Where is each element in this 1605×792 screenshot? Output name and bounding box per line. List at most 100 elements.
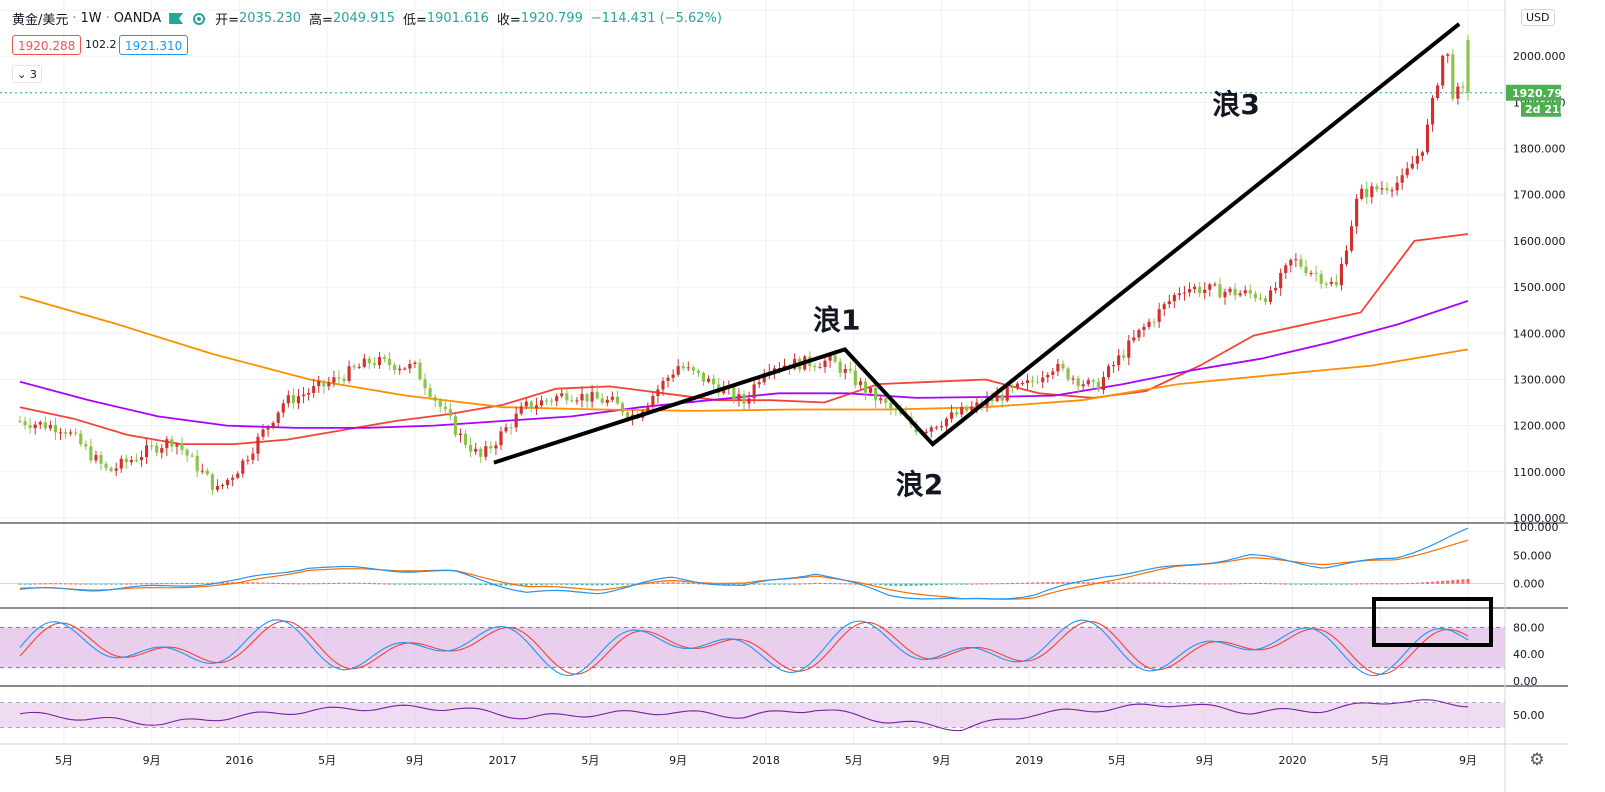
candle-body bbox=[813, 366, 817, 368]
countdown-tag bbox=[1521, 101, 1561, 117]
macd-histogram-bar bbox=[620, 583, 625, 585]
macd-histogram-bar bbox=[494, 583, 498, 586]
macd-histogram-bar bbox=[307, 583, 311, 585]
candle-body bbox=[1020, 383, 1025, 385]
candle-body bbox=[1051, 371, 1055, 375]
macd-histogram-bar bbox=[251, 582, 255, 584]
macd-histogram-bar bbox=[1076, 582, 1080, 584]
macd-histogram-bar bbox=[64, 583, 68, 585]
macd-histogram-bar bbox=[1091, 582, 1095, 584]
collapse-indicators-button[interactable]: ⌄ 3 bbox=[12, 65, 42, 83]
candle-body bbox=[1025, 380, 1030, 384]
candle-body bbox=[955, 412, 959, 415]
candle-body bbox=[150, 445, 154, 447]
low-value: 1901.616 bbox=[426, 11, 489, 26]
macd-histogram-bar bbox=[1349, 583, 1354, 585]
macd-histogram-bar bbox=[388, 583, 392, 585]
gear-icon[interactable]: ⚙ bbox=[1529, 750, 1545, 770]
candle-body bbox=[1132, 337, 1136, 341]
candle-body bbox=[1041, 377, 1045, 383]
candle-body bbox=[104, 463, 108, 469]
candle-body bbox=[1005, 387, 1009, 401]
candle-body bbox=[600, 398, 604, 403]
macd-histogram-bar bbox=[1451, 580, 1455, 584]
sell-button[interactable]: 1920.288 bbox=[12, 35, 82, 55]
candle-body bbox=[175, 444, 179, 447]
candle-body bbox=[742, 394, 746, 404]
macd-histogram-bar bbox=[296, 583, 301, 585]
macd-histogram-bar bbox=[1344, 583, 1349, 585]
candle-body bbox=[1000, 394, 1004, 401]
candle-body bbox=[1112, 365, 1116, 367]
macd-tick-label: 100.000 bbox=[1513, 521, 1559, 534]
macd-histogram-bar bbox=[165, 583, 169, 585]
macd-histogram-bar bbox=[1031, 582, 1035, 584]
macd-tick-label: 50.000 bbox=[1513, 549, 1552, 562]
candle-body bbox=[1117, 355, 1121, 366]
candle-body bbox=[1238, 293, 1242, 296]
macd-histogram-bar bbox=[1132, 582, 1136, 584]
candle-body bbox=[757, 382, 761, 385]
candle-body bbox=[610, 396, 614, 400]
macd-histogram-bar bbox=[965, 583, 969, 585]
macd-histogram-bar bbox=[286, 583, 290, 585]
stoch-d-line bbox=[19, 620, 1469, 675]
macd-histogram-bar bbox=[38, 583, 42, 585]
candle-body bbox=[1274, 288, 1278, 291]
macd-histogram-bar bbox=[423, 583, 427, 585]
macd-histogram-bar bbox=[990, 583, 994, 585]
macd-histogram-bar bbox=[58, 583, 63, 585]
macd-histogram-bar bbox=[443, 583, 447, 585]
macd-histogram-bar bbox=[347, 582, 351, 584]
candle-body bbox=[732, 386, 736, 400]
macd-histogram-bar bbox=[1238, 583, 1242, 585]
candle-body bbox=[89, 446, 93, 461]
candle-body bbox=[656, 389, 660, 397]
macd-histogram-bar bbox=[1051, 582, 1055, 584]
candle-body bbox=[1157, 309, 1161, 322]
macd-histogram-bar bbox=[580, 583, 584, 586]
candle-body bbox=[195, 455, 199, 472]
macd-histogram-bar bbox=[646, 583, 650, 585]
macd-histogram-bar bbox=[1061, 582, 1065, 584]
macd-histogram-bar bbox=[104, 583, 108, 585]
macd-histogram-bar bbox=[261, 582, 265, 584]
candle-body bbox=[1410, 163, 1414, 169]
macd-histogram-bar bbox=[610, 583, 614, 585]
candle-body bbox=[1436, 85, 1440, 98]
macd-histogram-bar bbox=[1319, 583, 1323, 585]
macd-histogram-bar bbox=[175, 583, 179, 585]
macd-histogram-bar bbox=[539, 583, 544, 585]
macd-histogram-bar bbox=[1370, 583, 1374, 585]
candle-body bbox=[1279, 272, 1283, 289]
macd-histogram-bar bbox=[1005, 583, 1009, 585]
candle-body bbox=[894, 408, 898, 410]
candle-body bbox=[1289, 259, 1293, 266]
macd-histogram-bar bbox=[1395, 583, 1399, 585]
macd-histogram-bar bbox=[1025, 582, 1030, 584]
flag-icon[interactable] bbox=[169, 13, 184, 24]
buy-button[interactable]: 1921.310 bbox=[119, 35, 189, 55]
macd-histogram-bar bbox=[1000, 583, 1004, 585]
macd-histogram-bar bbox=[1066, 582, 1070, 584]
candle-body bbox=[1415, 155, 1419, 164]
candle-body bbox=[1046, 374, 1050, 378]
macd-histogram-bar bbox=[398, 583, 402, 585]
macd-histogram-bar bbox=[615, 583, 619, 585]
candle-body bbox=[1446, 54, 1450, 56]
currency-label[interactable]: USD bbox=[1521, 9, 1555, 26]
macd-histogram-bar bbox=[28, 583, 32, 585]
candle-body bbox=[1081, 384, 1085, 387]
interval-label[interactable]: 1W bbox=[80, 11, 102, 26]
macd-histogram-bar bbox=[944, 583, 949, 585]
low-label: 低= bbox=[402, 13, 427, 28]
macd-histogram-bar bbox=[1177, 583, 1181, 585]
symbol-name[interactable]: 黄金/美元 bbox=[12, 13, 69, 28]
ma-line-short bbox=[19, 233, 1469, 446]
macd-histogram-bar bbox=[1400, 583, 1404, 585]
countdown-label: 2d 21h bbox=[1525, 103, 1568, 116]
candle-body bbox=[291, 395, 295, 404]
candle-body bbox=[605, 399, 609, 403]
candle-body bbox=[1208, 284, 1212, 290]
